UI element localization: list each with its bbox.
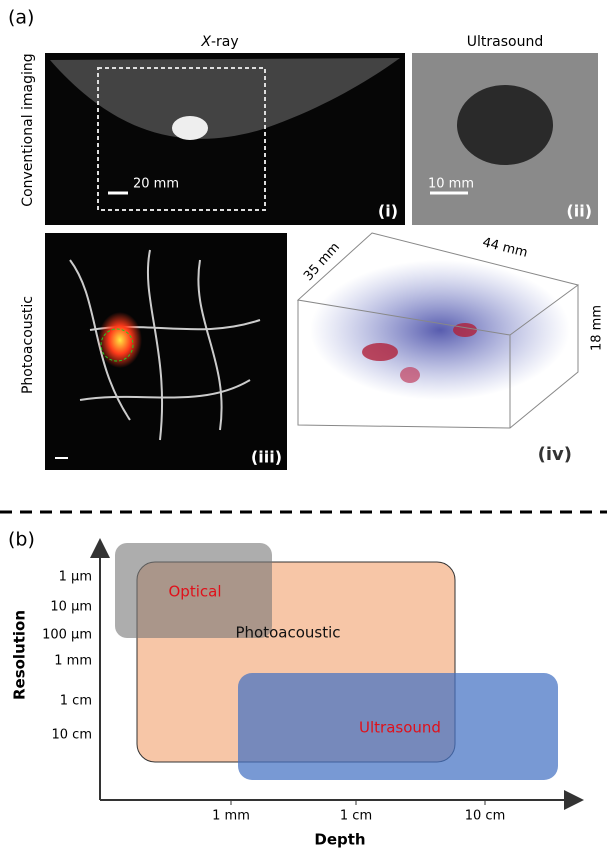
hotspot (400, 367, 420, 383)
row-label: Photoacoustic (20, 296, 36, 394)
y-tick-label: 10 μm (50, 600, 92, 615)
x-axis-label: Depth (314, 831, 365, 849)
region-label: Photoacoustic (235, 624, 340, 642)
panel-tag: (i) (378, 202, 398, 221)
panel-title: X-ray (200, 34, 238, 50)
y-tick-label: 100 μm (42, 628, 92, 643)
dimension: 35 mm (301, 240, 343, 284)
volume-cloud (310, 260, 570, 400)
y-tick-label: 1 μm (59, 570, 92, 585)
scale-text: 20 mm (133, 177, 179, 192)
title-rest: -ray (211, 34, 239, 50)
panel-title: Ultrasound (467, 34, 543, 50)
y-tick-label: 1 cm (60, 694, 92, 709)
region-label: Optical (169, 583, 222, 601)
x-tick-label: 1 cm (340, 809, 372, 824)
pa-image (45, 233, 287, 470)
scale-text: 10 mm (428, 177, 474, 192)
panel-label: (b) (8, 529, 35, 551)
hotspot (98, 312, 142, 368)
panel-tag: (iii) (251, 448, 282, 467)
x-tick-label: 10 cm (465, 809, 506, 824)
panel-label: (a) (8, 7, 34, 29)
title-italic: X (200, 34, 211, 50)
dimension: 18 mm (590, 305, 605, 351)
x-tick-label: 1 mm (212, 809, 250, 824)
row-label: Conventional imaging (20, 53, 36, 206)
y-tick-label: 1 mm (54, 654, 92, 669)
lesion (172, 116, 208, 140)
panel-tag: (ii) (566, 202, 592, 221)
lesion (457, 85, 553, 165)
figure: (a) Conventional imaging Photoacoustic X… (0, 0, 607, 852)
dimension: 44 mm (481, 235, 529, 261)
y-axis-label: Resolution (11, 610, 29, 700)
hotspot (453, 323, 477, 337)
hotspot (362, 343, 398, 361)
panel-tag: (iv) (538, 444, 572, 465)
y-tick-label: 10 cm (52, 728, 93, 743)
region-label: Ultrasound (359, 719, 441, 737)
